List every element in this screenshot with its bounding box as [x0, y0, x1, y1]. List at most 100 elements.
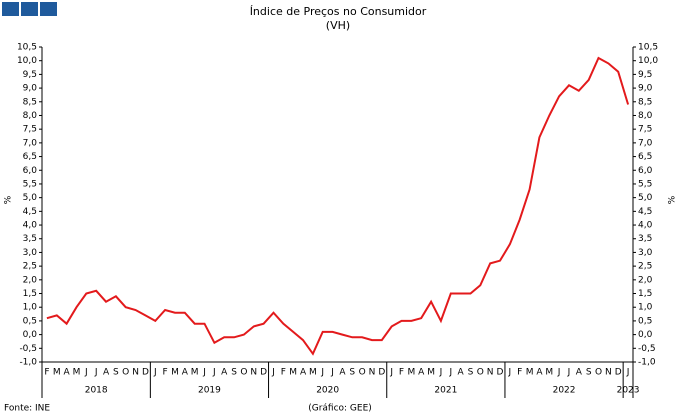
- x-tick-label: D: [260, 368, 267, 378]
- year-label: 2018: [85, 386, 108, 396]
- x-tick-label: J: [567, 368, 571, 378]
- y2-axis-label: %: [668, 195, 678, 204]
- x-tick-label: A: [418, 368, 425, 378]
- y-tick-label: 1,0: [23, 303, 38, 313]
- x-tick-label: N: [369, 368, 376, 378]
- source: Fonte: INE: [4, 404, 50, 414]
- y-tick-label: 1,5: [23, 289, 37, 299]
- x-tick-label: M: [427, 368, 435, 378]
- toolbar-button[interactable]: [2, 2, 19, 16]
- y-tick-label: 4,0: [23, 221, 38, 231]
- y-tick-label: 2,5: [23, 262, 37, 272]
- y2-tick-label: 8,5: [638, 97, 652, 107]
- x-tick-label: J: [389, 368, 393, 378]
- x-tick-label: F: [163, 368, 168, 378]
- x-tick-label: A: [64, 368, 71, 378]
- year-label: 2022: [553, 386, 576, 396]
- year-label: 2019: [198, 386, 221, 396]
- x-tick-label: A: [576, 368, 583, 378]
- x-tick-label: S: [468, 368, 474, 378]
- series-line: [46, 56, 630, 356]
- y2-tick-label: 3,5: [638, 234, 652, 244]
- y-tick-label: 3,5: [23, 234, 37, 244]
- y-tick-label: 0,0: [23, 330, 38, 340]
- x-tick-label: M: [191, 368, 199, 378]
- x-tick-label: N: [132, 368, 139, 378]
- x-tick-label: M: [309, 368, 317, 378]
- y2-tick-label: 4,5: [638, 207, 652, 217]
- x-tick-label: S: [349, 368, 355, 378]
- x-tick-label: A: [182, 368, 189, 378]
- y2-tick-label: 6,5: [638, 152, 652, 162]
- y-tick-label: 9,0: [23, 84, 38, 94]
- y-tick-label: -0,5: [19, 344, 37, 354]
- chart-title: Índice de Preços no Consumidor: [250, 5, 427, 18]
- y2-tick-label: -1,0: [638, 358, 656, 368]
- toolbar-button[interactable]: [21, 2, 38, 16]
- x-tick-label: M: [73, 368, 81, 378]
- year-label: 2021: [434, 386, 457, 396]
- y-tick-label: 10,0: [17, 56, 37, 66]
- x-tick-label: F: [281, 368, 286, 378]
- y2-tick-label: 4,0: [638, 221, 653, 231]
- y2-tick-label: 6,0: [638, 166, 653, 176]
- y2-tick-label: 9,5: [638, 70, 652, 80]
- y2-tick-label: 3,0: [638, 248, 653, 258]
- x-tick-label: M: [545, 368, 553, 378]
- x-tick-label: S: [231, 368, 237, 378]
- x-tick-label: J: [271, 368, 275, 378]
- x-tick-label: S: [586, 368, 592, 378]
- y2-tick-label: 1,5: [638, 289, 652, 299]
- y2-tick-label: 5,5: [638, 179, 652, 189]
- x-tick-label: J: [84, 368, 88, 378]
- x-tick-label: M: [53, 368, 61, 378]
- y-tick-label: 0,5: [23, 316, 37, 326]
- x-tick-label: J: [202, 368, 206, 378]
- y-tick-label: 8,5: [23, 97, 37, 107]
- x-tick-label: J: [330, 368, 334, 378]
- x-tick-label: J: [508, 368, 512, 378]
- x-tick-label: D: [497, 368, 504, 378]
- y-tick-label: 8,0: [23, 111, 38, 121]
- chart-subtitle: (VH): [326, 19, 350, 32]
- y2-tick-label: 0,5: [638, 316, 652, 326]
- x-tick-label: N: [605, 368, 612, 378]
- x-tick-label: F: [399, 368, 404, 378]
- x-tick-label: J: [557, 368, 561, 378]
- y-tick-label: 4,5: [23, 207, 37, 217]
- x-tick-label: A: [221, 368, 228, 378]
- x-tick-label: J: [153, 368, 157, 378]
- x-tick-label: J: [448, 368, 452, 378]
- x-tick-label: J: [320, 368, 324, 378]
- y2-tick-label: 8,0: [638, 111, 653, 121]
- y-tick-label: 9,5: [23, 70, 37, 80]
- x-tick-label: D: [615, 368, 622, 378]
- x-tick-label: A: [103, 368, 110, 378]
- x-tick-label: J: [626, 368, 630, 378]
- y-tick-label: -1,0: [19, 358, 37, 368]
- y-tick-label: 10,5: [17, 43, 37, 53]
- y-axis-label: %: [4, 195, 14, 204]
- x-tick-label: F: [517, 368, 522, 378]
- x-tick-label: A: [458, 368, 465, 378]
- y-tick-label: 2,0: [23, 275, 38, 285]
- x-tick-label: O: [595, 368, 602, 378]
- x-tick-label: N: [250, 368, 257, 378]
- y2-tick-label: 2,5: [638, 262, 652, 272]
- x-tick-label: J: [212, 368, 216, 378]
- x-tick-label: A: [339, 368, 346, 378]
- y2-tick-label: 2,0: [638, 275, 653, 285]
- x-tick-label: O: [122, 368, 129, 378]
- y2-tick-label: 1,0: [638, 303, 653, 313]
- y-tick-label: 6,0: [23, 166, 38, 176]
- y-tick-label: 6,5: [23, 152, 37, 162]
- y-tick-label: 5,0: [23, 193, 38, 203]
- y-tick-label: 5,5: [23, 179, 37, 189]
- x-tick-label: D: [142, 368, 149, 378]
- year-label: 2020: [316, 386, 339, 396]
- x-tick-label: F: [44, 368, 49, 378]
- y2-tick-label: 10,5: [638, 43, 658, 53]
- toolbar-button[interactable]: [40, 2, 57, 16]
- credit: (Gráfico: GEE): [308, 404, 372, 414]
